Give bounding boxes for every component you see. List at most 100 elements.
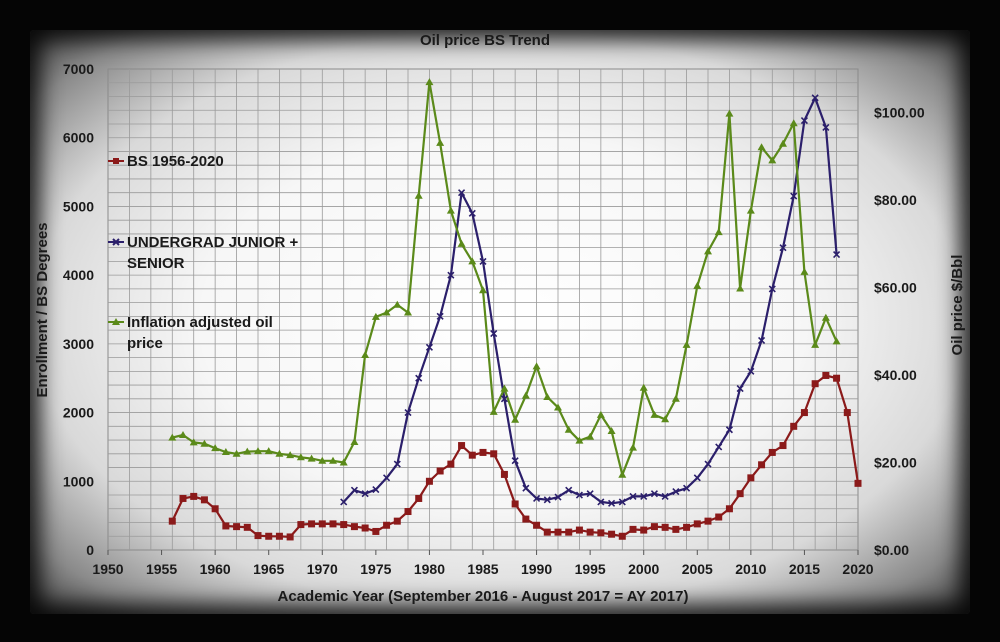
- series-line-2: [172, 80, 838, 476]
- y2-tick-label: $20.00: [874, 455, 917, 471]
- data-point-undergrad: [554, 493, 562, 501]
- data-point-bs: [468, 451, 476, 459]
- data-point-undergrad: [458, 189, 466, 197]
- x-tick-label: 1995: [575, 561, 606, 577]
- data-point-oil: [275, 449, 284, 457]
- data-point-oil: [221, 448, 230, 456]
- y2-axis-ticks: $0.00 $20.00 $40.00 $60.00 $80.00 $100.00: [874, 105, 925, 558]
- y-tick-label: 6000: [63, 130, 94, 146]
- data-point-undergrad: [436, 312, 444, 320]
- legend-label-undergrad-line-1: UNDERGRAD JUNIOR +: [127, 234, 299, 251]
- y-tick-label: 7000: [63, 61, 94, 77]
- x-axis-title: Academic Year (September 2016 - August 2…: [278, 588, 689, 605]
- data-point-bs: [500, 470, 508, 478]
- data-point-oil: [500, 384, 509, 392]
- data-point-bs: [683, 523, 691, 531]
- data-point-undergrad: [447, 271, 455, 279]
- data-point-bs: [372, 527, 380, 535]
- data-point-oil: [232, 449, 241, 457]
- data-point-bs: [490, 450, 498, 458]
- data-point-oil: [329, 456, 337, 464]
- data-point-oil: [264, 447, 273, 455]
- data-point-bs: [768, 448, 776, 456]
- data-point-undergrad: [383, 474, 391, 482]
- x-tick-label: 1970: [307, 561, 338, 577]
- data-point-oil: [779, 139, 787, 147]
- y2-tick-label: $40.00: [874, 367, 917, 383]
- series-markers: [168, 78, 862, 541]
- data-point-undergrad: [350, 486, 358, 494]
- data-point-bs: [790, 422, 798, 430]
- data-point-bs: [854, 479, 862, 487]
- legend-label-oil-line-1: Inflation adjusted oil: [127, 314, 273, 331]
- data-point-bs: [747, 474, 755, 482]
- legend-label-oil: Inflation adjusted oil price: [127, 314, 277, 352]
- data-point-bs: [458, 442, 466, 450]
- data-point-oil: [436, 138, 445, 146]
- data-point-undergrad: [661, 492, 669, 500]
- data-point-oil: [307, 454, 316, 462]
- data-point-undergrad: [672, 488, 680, 496]
- data-point-oil: [371, 312, 380, 320]
- data-point-oil: [682, 340, 691, 348]
- data-point-bs: [779, 442, 787, 450]
- data-point-undergrad: [500, 395, 508, 403]
- data-point-bs: [811, 380, 819, 388]
- data-point-undergrad: [704, 460, 712, 468]
- data-point-bs: [693, 520, 701, 528]
- data-point-oil: [350, 437, 359, 445]
- data-point-undergrad: [779, 244, 787, 252]
- data-point-oil: [736, 284, 745, 292]
- data-point-bs: [286, 533, 294, 541]
- data-point-bs: [350, 523, 358, 531]
- data-point-bs: [190, 492, 198, 500]
- data-point-undergrad: [468, 209, 476, 217]
- data-point-undergrad: [790, 192, 798, 200]
- data-point-oil: [489, 407, 498, 415]
- data-point-bs: [404, 508, 412, 516]
- data-point-bs: [586, 528, 594, 536]
- data-point-undergrad: [586, 490, 594, 498]
- data-point-bs: [233, 523, 241, 531]
- data-point-bs: [308, 520, 316, 528]
- chart-title: Oil price BS Trend: [420, 32, 550, 49]
- data-point-undergrad: [372, 485, 380, 494]
- data-point-undergrad: [811, 94, 819, 102]
- data-point-undergrad: [543, 496, 551, 504]
- data-point-oil: [639, 383, 648, 391]
- data-point-oil: [511, 415, 520, 423]
- data-point-bs: [565, 528, 573, 536]
- data-point-bs: [479, 448, 487, 456]
- chart-frame: [30, 30, 970, 614]
- data-point-oil: [211, 444, 220, 452]
- data-point-oil: [586, 432, 595, 440]
- y2-tick-label: $60.00: [874, 280, 917, 296]
- data-point-undergrad: [736, 384, 744, 393]
- data-point-undergrad: [618, 498, 626, 506]
- x-tick-label: 1990: [521, 561, 552, 577]
- data-point-bs: [265, 532, 273, 540]
- data-point-bs: [715, 513, 723, 521]
- y-tick-label: 4000: [63, 267, 94, 283]
- data-point-undergrad: [511, 457, 519, 465]
- legend-label-undergrad-line-2: SENIOR: [127, 255, 185, 272]
- data-point-oil: [725, 109, 734, 117]
- data-point-bs: [672, 525, 680, 533]
- data-point-undergrad: [393, 460, 401, 468]
- data-point-oil: [521, 391, 530, 399]
- data-point-oil: [318, 456, 327, 464]
- x-tick-label: 2010: [735, 561, 766, 577]
- data-point-bs: [843, 409, 851, 417]
- data-point-bs: [511, 500, 519, 508]
- data-point-oil: [832, 337, 841, 345]
- data-point-bs: [522, 515, 530, 523]
- legend-marker-bs: [113, 158, 119, 164]
- data-point-oil: [671, 394, 680, 402]
- data-point-oil: [468, 257, 477, 265]
- data-point-undergrad: [725, 426, 733, 434]
- data-point-oil: [179, 430, 187, 438]
- data-point-undergrad: [522, 484, 530, 492]
- data-point-oil: [757, 143, 766, 151]
- data-point-oil: [596, 410, 605, 418]
- data-point-bs: [725, 505, 733, 513]
